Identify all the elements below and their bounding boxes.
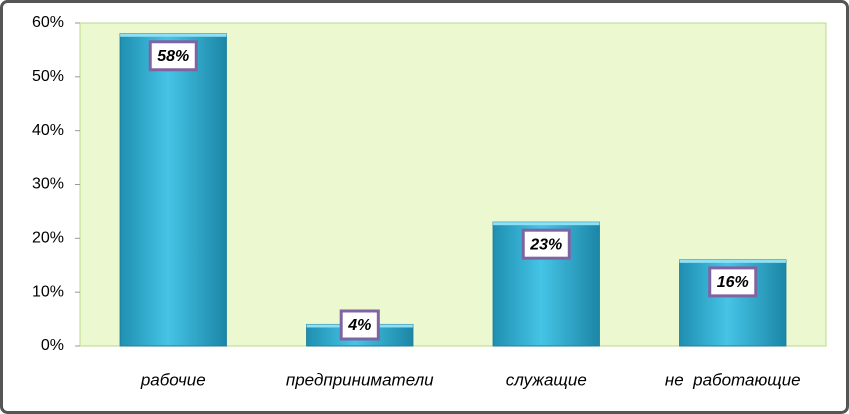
- y-tick-label: 0%: [41, 337, 64, 354]
- x-tick-label: служащие: [506, 370, 587, 389]
- value-label-box: [339, 309, 380, 341]
- value-label-box: [521, 228, 571, 260]
- y-tick-label: 60%: [32, 14, 64, 31]
- value-label: 4%: [347, 317, 371, 334]
- bar-top: [679, 259, 786, 263]
- x-tick-label: предприниматели: [286, 370, 434, 389]
- value-label-box: [148, 40, 198, 72]
- y-tick-label: 50%: [32, 68, 64, 85]
- value-label: 16%: [717, 274, 749, 291]
- y-tick-label: 10%: [32, 283, 64, 300]
- x-tick-label: не работающие: [665, 370, 801, 389]
- bar-top: [493, 222, 600, 226]
- x-tick-label: рабочие: [140, 370, 206, 389]
- y-tick-label: 20%: [32, 230, 64, 247]
- y-tick-label: 40%: [32, 122, 64, 139]
- value-label: 58%: [157, 48, 189, 65]
- bar-top: [120, 33, 227, 37]
- value-label-box: [708, 266, 758, 298]
- value-label: 23%: [529, 236, 562, 253]
- bar: [119, 33, 227, 347]
- y-tick-label: 30%: [32, 176, 64, 193]
